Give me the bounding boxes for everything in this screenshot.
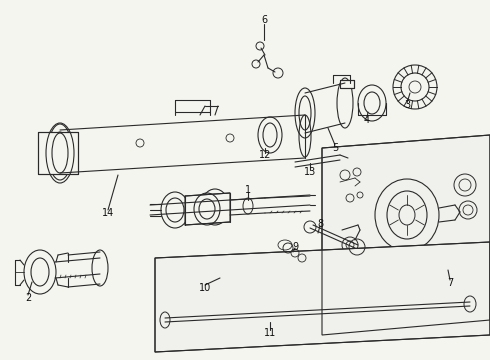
Text: 1: 1 [245, 185, 251, 195]
Text: 14: 14 [102, 208, 114, 218]
Text: 2: 2 [25, 293, 31, 303]
Text: 6: 6 [261, 15, 267, 25]
Polygon shape [322, 135, 490, 335]
Text: 11: 11 [264, 328, 276, 338]
Bar [340, 80, 354, 88]
Polygon shape [155, 242, 490, 352]
Text: 10: 10 [199, 283, 211, 293]
Text: 8: 8 [317, 219, 323, 229]
Text: 5: 5 [332, 143, 338, 153]
Text: 13: 13 [304, 167, 316, 177]
Polygon shape [185, 193, 230, 225]
Text: 3: 3 [404, 100, 410, 110]
Polygon shape [38, 132, 78, 174]
Text: 4: 4 [364, 115, 370, 125]
Text: 12: 12 [259, 150, 271, 160]
Text: 9: 9 [292, 242, 298, 252]
Text: 7: 7 [447, 278, 453, 288]
